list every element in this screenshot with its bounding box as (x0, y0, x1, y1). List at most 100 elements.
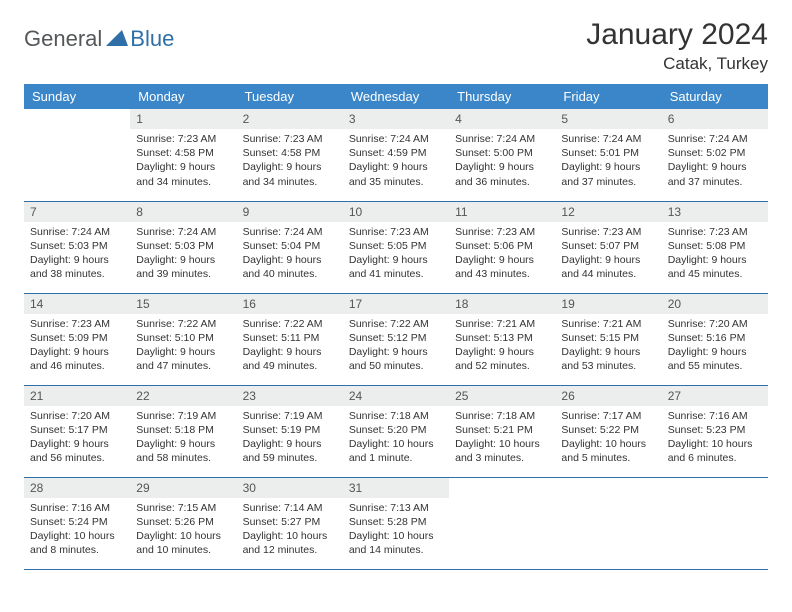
sunset-text: Sunset: 4:58 PM (243, 146, 337, 160)
month-title: January 2024 (586, 18, 768, 52)
day-body: Sunrise: 7:17 AMSunset: 5:22 PMDaylight:… (555, 406, 661, 470)
day-number: 24 (343, 386, 449, 406)
daylight-text: Daylight: 9 hours and 34 minutes. (243, 160, 337, 188)
daylight-text: Daylight: 9 hours and 58 minutes. (136, 437, 230, 465)
sunset-text: Sunset: 5:20 PM (349, 423, 443, 437)
calendar-table: Sunday Monday Tuesday Wednesday Thursday… (24, 84, 768, 570)
calendar-day-cell (24, 109, 130, 201)
day-number: 19 (555, 294, 661, 314)
sunset-text: Sunset: 4:58 PM (136, 146, 230, 160)
daylight-text: Daylight: 9 hours and 36 minutes. (455, 160, 549, 188)
day-number: 30 (237, 478, 343, 498)
day-number (449, 478, 555, 498)
sunrise-text: Sunrise: 7:14 AM (243, 501, 337, 515)
daylight-text: Daylight: 10 hours and 12 minutes. (243, 529, 337, 557)
day-body: Sunrise: 7:20 AMSunset: 5:16 PMDaylight:… (662, 314, 768, 378)
day-body: Sunrise: 7:23 AMSunset: 5:05 PMDaylight:… (343, 222, 449, 286)
day-body: Sunrise: 7:24 AMSunset: 5:03 PMDaylight:… (24, 222, 130, 286)
sunset-text: Sunset: 5:18 PM (136, 423, 230, 437)
day-body: Sunrise: 7:23 AMSunset: 5:06 PMDaylight:… (449, 222, 555, 286)
calendar-day-cell: 14Sunrise: 7:23 AMSunset: 5:09 PMDayligh… (24, 293, 130, 385)
sunset-text: Sunset: 5:16 PM (668, 331, 762, 345)
day-number: 22 (130, 386, 236, 406)
sunset-text: Sunset: 5:10 PM (136, 331, 230, 345)
sunrise-text: Sunrise: 7:18 AM (349, 409, 443, 423)
day-body: Sunrise: 7:24 AMSunset: 5:04 PMDaylight:… (237, 222, 343, 286)
day-number: 9 (237, 202, 343, 222)
day-body: Sunrise: 7:21 AMSunset: 5:13 PMDaylight:… (449, 314, 555, 378)
sunset-text: Sunset: 5:08 PM (668, 239, 762, 253)
daylight-text: Daylight: 9 hours and 47 minutes. (136, 345, 230, 373)
calendar-day-cell: 28Sunrise: 7:16 AMSunset: 5:24 PMDayligh… (24, 477, 130, 569)
daylight-text: Daylight: 9 hours and 45 minutes. (668, 253, 762, 281)
day-body: Sunrise: 7:22 AMSunset: 5:10 PMDaylight:… (130, 314, 236, 378)
sunset-text: Sunset: 5:28 PM (349, 515, 443, 529)
sunset-text: Sunset: 5:13 PM (455, 331, 549, 345)
day-body: Sunrise: 7:24 AMSunset: 5:01 PMDaylight:… (555, 129, 661, 193)
calendar-day-cell: 21Sunrise: 7:20 AMSunset: 5:17 PMDayligh… (24, 385, 130, 477)
daylight-text: Daylight: 9 hours and 39 minutes. (136, 253, 230, 281)
logo: General Blue (24, 18, 174, 52)
calendar-day-cell (555, 477, 661, 569)
calendar-day-cell: 4Sunrise: 7:24 AMSunset: 5:00 PMDaylight… (449, 109, 555, 201)
day-number: 28 (24, 478, 130, 498)
calendar-day-cell: 1Sunrise: 7:23 AMSunset: 4:58 PMDaylight… (130, 109, 236, 201)
day-number: 5 (555, 109, 661, 129)
sunrise-text: Sunrise: 7:19 AM (243, 409, 337, 423)
sunrise-text: Sunrise: 7:20 AM (668, 317, 762, 331)
day-number: 4 (449, 109, 555, 129)
weekday-header: Saturday (662, 84, 768, 109)
daylight-text: Daylight: 10 hours and 14 minutes. (349, 529, 443, 557)
day-body: Sunrise: 7:13 AMSunset: 5:28 PMDaylight:… (343, 498, 449, 562)
day-body: Sunrise: 7:23 AMSunset: 5:07 PMDaylight:… (555, 222, 661, 286)
sunrise-text: Sunrise: 7:24 AM (136, 225, 230, 239)
sunset-text: Sunset: 4:59 PM (349, 146, 443, 160)
day-number (662, 478, 768, 498)
calendar-day-cell: 30Sunrise: 7:14 AMSunset: 5:27 PMDayligh… (237, 477, 343, 569)
sunrise-text: Sunrise: 7:24 AM (668, 132, 762, 146)
day-number: 26 (555, 386, 661, 406)
sunrise-text: Sunrise: 7:16 AM (668, 409, 762, 423)
sunset-text: Sunset: 5:19 PM (243, 423, 337, 437)
calendar-day-cell: 3Sunrise: 7:24 AMSunset: 4:59 PMDaylight… (343, 109, 449, 201)
weekday-header-row: Sunday Monday Tuesday Wednesday Thursday… (24, 84, 768, 109)
sunrise-text: Sunrise: 7:20 AM (30, 409, 124, 423)
calendar-day-cell: 15Sunrise: 7:22 AMSunset: 5:10 PMDayligh… (130, 293, 236, 385)
sunset-text: Sunset: 5:05 PM (349, 239, 443, 253)
day-body: Sunrise: 7:16 AMSunset: 5:23 PMDaylight:… (662, 406, 768, 470)
weekday-header: Monday (130, 84, 236, 109)
day-body: Sunrise: 7:23 AMSunset: 4:58 PMDaylight:… (237, 129, 343, 193)
daylight-text: Daylight: 9 hours and 40 minutes. (243, 253, 337, 281)
day-body: Sunrise: 7:14 AMSunset: 5:27 PMDaylight:… (237, 498, 343, 562)
sunrise-text: Sunrise: 7:13 AM (349, 501, 443, 515)
daylight-text: Daylight: 10 hours and 3 minutes. (455, 437, 549, 465)
daylight-text: Daylight: 9 hours and 46 minutes. (30, 345, 124, 373)
daylight-text: Daylight: 9 hours and 53 minutes. (561, 345, 655, 373)
daylight-text: Daylight: 9 hours and 44 minutes. (561, 253, 655, 281)
weekday-header: Sunday (24, 84, 130, 109)
sunset-text: Sunset: 5:23 PM (668, 423, 762, 437)
day-number: 21 (24, 386, 130, 406)
weekday-header: Tuesday (237, 84, 343, 109)
daylight-text: Daylight: 9 hours and 55 minutes. (668, 345, 762, 373)
day-body: Sunrise: 7:23 AMSunset: 4:58 PMDaylight:… (130, 129, 236, 193)
calendar-day-cell: 6Sunrise: 7:24 AMSunset: 5:02 PMDaylight… (662, 109, 768, 201)
sunset-text: Sunset: 5:27 PM (243, 515, 337, 529)
day-body: Sunrise: 7:20 AMSunset: 5:17 PMDaylight:… (24, 406, 130, 470)
sunset-text: Sunset: 5:00 PM (455, 146, 549, 160)
calendar-day-cell: 2Sunrise: 7:23 AMSunset: 4:58 PMDaylight… (237, 109, 343, 201)
sunrise-text: Sunrise: 7:24 AM (561, 132, 655, 146)
sunrise-text: Sunrise: 7:24 AM (30, 225, 124, 239)
sunrise-text: Sunrise: 7:23 AM (668, 225, 762, 239)
sunrise-text: Sunrise: 7:23 AM (136, 132, 230, 146)
weekday-header: Friday (555, 84, 661, 109)
sunrise-text: Sunrise: 7:18 AM (455, 409, 549, 423)
calendar-day-cell: 29Sunrise: 7:15 AMSunset: 5:26 PMDayligh… (130, 477, 236, 569)
day-number: 23 (237, 386, 343, 406)
calendar-day-cell: 27Sunrise: 7:16 AMSunset: 5:23 PMDayligh… (662, 385, 768, 477)
calendar-day-cell: 22Sunrise: 7:19 AMSunset: 5:18 PMDayligh… (130, 385, 236, 477)
daylight-text: Daylight: 9 hours and 52 minutes. (455, 345, 549, 373)
day-body: Sunrise: 7:16 AMSunset: 5:24 PMDaylight:… (24, 498, 130, 562)
day-number: 27 (662, 386, 768, 406)
calendar-week-row: 14Sunrise: 7:23 AMSunset: 5:09 PMDayligh… (24, 293, 768, 385)
